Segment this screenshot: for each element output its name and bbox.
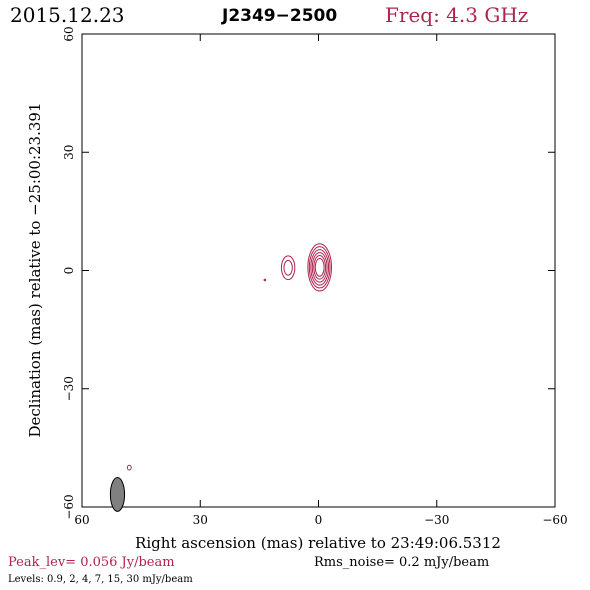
observation-date: 2015.12.23: [10, 3, 125, 27]
contour-core: [307, 243, 333, 292]
contour-core: [308, 246, 331, 289]
frequency-label: Freq: 4.3 GHz: [385, 3, 528, 27]
contour-core: [313, 255, 327, 280]
contour-levels: Levels: 0.9, 2, 4, 7, 15, 30 mJy/beam: [8, 574, 193, 585]
peak-level: Peak_lev= 0.056 Jy/beam: [8, 555, 175, 570]
contour-noise: [126, 464, 132, 471]
y-axis-label: Declination (mas) relative to −25:00:23.…: [26, 102, 44, 437]
x-tick-label: −60: [542, 513, 567, 527]
source-name: J2349−2500: [221, 6, 337, 26]
y-tick-label: 0: [62, 267, 76, 275]
contours: [109, 243, 333, 512]
x-tick-label: 30: [193, 513, 208, 527]
contour-core: [314, 257, 325, 277]
beam-ellipse: [109, 476, 126, 512]
x-tick-label: 0: [315, 513, 323, 527]
contour-jet: [283, 259, 293, 276]
contour-core: [310, 249, 330, 286]
y-tick-label: 30: [62, 145, 76, 160]
axis-ticks: 60 30 0 −30 −60 −60 −30 0 30 60: [62, 26, 568, 527]
x-tick-label: −30: [424, 513, 449, 527]
plot-frame: [81, 33, 556, 508]
contour-jet: [280, 255, 296, 281]
rms-noise: Rms_noise= 0.2 mJy/beam: [314, 555, 489, 570]
contour-faint: [263, 278, 267, 282]
x-axis-label: Right ascension (mas) relative to 23:49:…: [135, 534, 501, 552]
x-tick-label: 60: [74, 513, 89, 527]
y-tick-label: −30: [62, 376, 76, 401]
y-tick-label: 60: [62, 26, 76, 41]
y-tick-label: −60: [62, 494, 76, 519]
contour-core: [311, 252, 328, 283]
